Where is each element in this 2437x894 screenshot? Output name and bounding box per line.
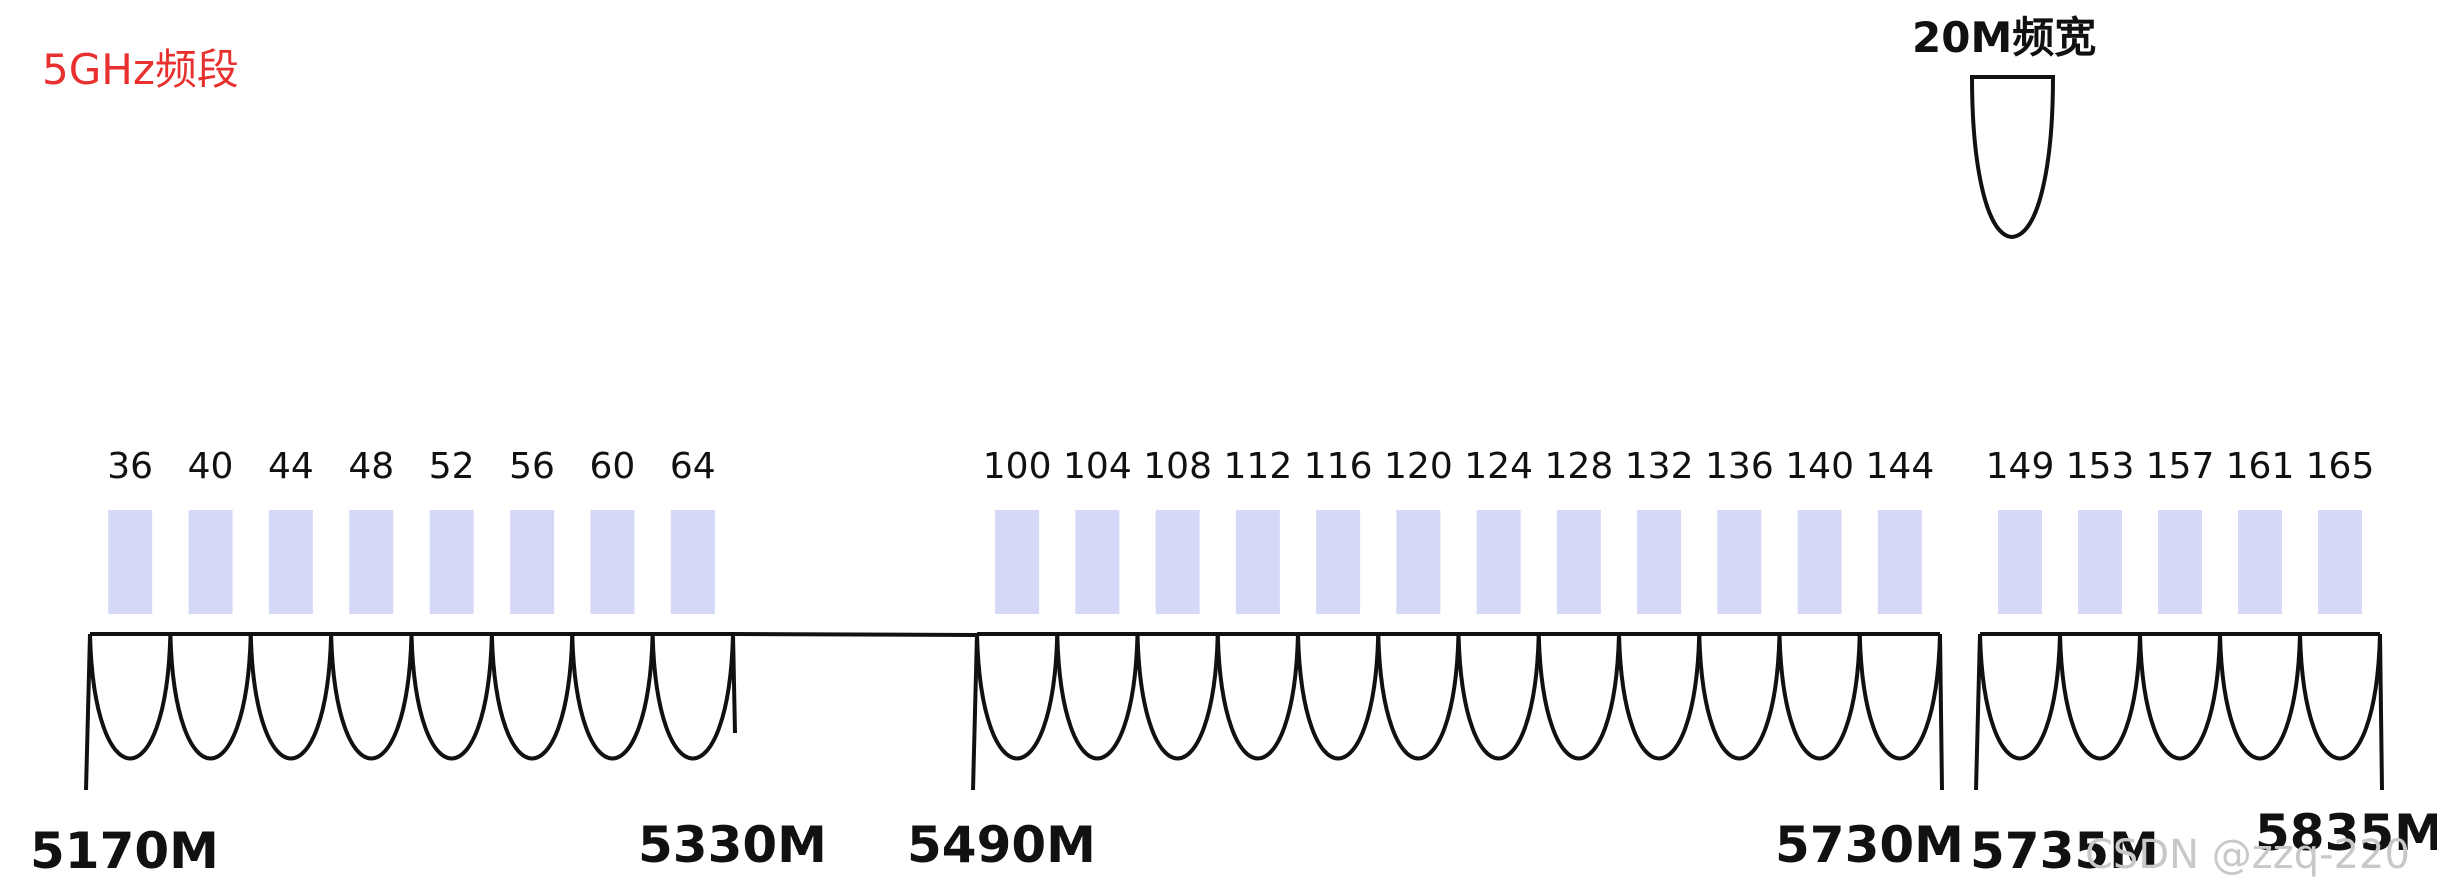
watermark: CSDN @zzq-220 (2085, 832, 2410, 878)
channel-number-label: 112 (1224, 446, 1293, 487)
channel-box (1877, 510, 1922, 614)
channel-curve (409, 633, 494, 761)
channel-curve (1135, 633, 1220, 761)
channel-number-label: 60 (590, 446, 636, 487)
channel-number-label: 144 (1866, 446, 1935, 487)
channel-curve (88, 633, 173, 761)
start-frequency-label: 5490M (907, 816, 1096, 874)
channel-number-label: 153 (2066, 446, 2135, 487)
channel-box (429, 510, 474, 614)
channel-box (2078, 510, 2122, 614)
channel-box (1316, 510, 1361, 614)
channel-curve (1536, 633, 1621, 761)
channel-number-label: 136 (1705, 446, 1774, 487)
channel-number-label: 36 (107, 446, 153, 487)
channel-curve (1617, 633, 1702, 761)
channel-curve (168, 633, 253, 761)
channel-box (1075, 510, 1120, 614)
channel-curve (1296, 633, 1381, 761)
channel-number-label: 161 (2226, 446, 2295, 487)
channel-number-label: 116 (1304, 446, 1373, 487)
legend-curve (1969, 75, 2056, 240)
channel-curve (2138, 633, 2222, 761)
channel-curve (1777, 633, 1862, 761)
channel-box (108, 510, 153, 614)
band-gap-line (732, 632, 978, 637)
channel-number-label: 128 (1545, 446, 1614, 487)
channel-number-label: 157 (2146, 446, 2215, 487)
end-frequency-label: 5730M (1775, 816, 1964, 874)
legend-label: 20M频宽 (1912, 13, 2096, 62)
channel-box (995, 510, 1040, 614)
channel-curve (329, 633, 414, 761)
channel-number-label: 124 (1464, 446, 1533, 487)
channel-box (1556, 510, 1601, 614)
channel-group: 149 153 157 161 165 5735M 5835M (1970, 446, 2437, 880)
channel-curve (1456, 633, 1541, 761)
channel-curve (2058, 633, 2142, 761)
channel-curve (975, 633, 1060, 761)
channel-number-label: 140 (1785, 446, 1854, 487)
channel-group: 36 40 44 48 52 56 60 64 5170M 5330M (30, 446, 827, 880)
channel-box (1998, 510, 2042, 614)
channel-curve (570, 633, 655, 761)
channel-box (2318, 510, 2362, 614)
channel-number-label: 149 (1986, 446, 2055, 487)
channel-box (1396, 510, 1441, 614)
channel-number-label: 52 (429, 446, 475, 487)
channel-box (1235, 510, 1280, 614)
channel-curve (1857, 633, 1942, 761)
channel-curve (1697, 633, 1782, 761)
channel-box (590, 510, 635, 614)
channel-box (188, 510, 233, 614)
channel-box (670, 510, 715, 614)
end-frequency-label: 5330M (638, 816, 827, 874)
channel-box (510, 510, 555, 614)
end-frequency-label: 5835M (2255, 804, 2437, 862)
channel-curve (248, 633, 334, 761)
channel-groups: 36 40 44 48 52 56 60 64 5170M 5330M 100 104 108 112 11… (30, 446, 2437, 880)
channel-curve (1978, 633, 2062, 761)
channel-box (349, 510, 394, 614)
channel-number-label: 165 (2306, 446, 2375, 487)
channel-number-label: 104 (1063, 446, 1132, 487)
channel-curve (650, 633, 735, 761)
channel-group: 100 104 108 112 116 120 124 128 132 136 140 144 5490… (907, 446, 1964, 874)
channel-curve (1055, 633, 1140, 761)
channel-box (1476, 510, 1521, 614)
channel-number-label: 44 (268, 446, 314, 487)
channel-box (2238, 510, 2282, 614)
channel-curve (2218, 633, 2302, 761)
channel-box (1717, 510, 1762, 614)
channel-curve (2298, 633, 2382, 761)
channel-number-label: 40 (188, 446, 234, 487)
channel-curve (1376, 633, 1461, 761)
channel-box (1155, 510, 1200, 614)
channel-box (1637, 510, 1682, 614)
channel-number-label: 64 (670, 446, 716, 487)
start-frequency-label: 5170M (30, 822, 219, 880)
channel-number-label: 132 (1625, 446, 1694, 487)
channel-curve (1215, 633, 1300, 761)
channel-box (1797, 510, 1842, 614)
channel-number-label: 48 (348, 446, 394, 487)
channel-curve (489, 633, 575, 761)
channel-box (268, 510, 313, 614)
channel-number-label: 56 (509, 446, 555, 487)
diagram-title: 5GHz频段 (42, 45, 239, 94)
start-frequency-label: 5735M (1970, 822, 2159, 880)
channel-number-label: 100 (983, 446, 1052, 487)
channel-number-label: 120 (1384, 446, 1453, 487)
channel-box (2158, 510, 2202, 614)
channel-number-label: 108 (1143, 446, 1212, 487)
